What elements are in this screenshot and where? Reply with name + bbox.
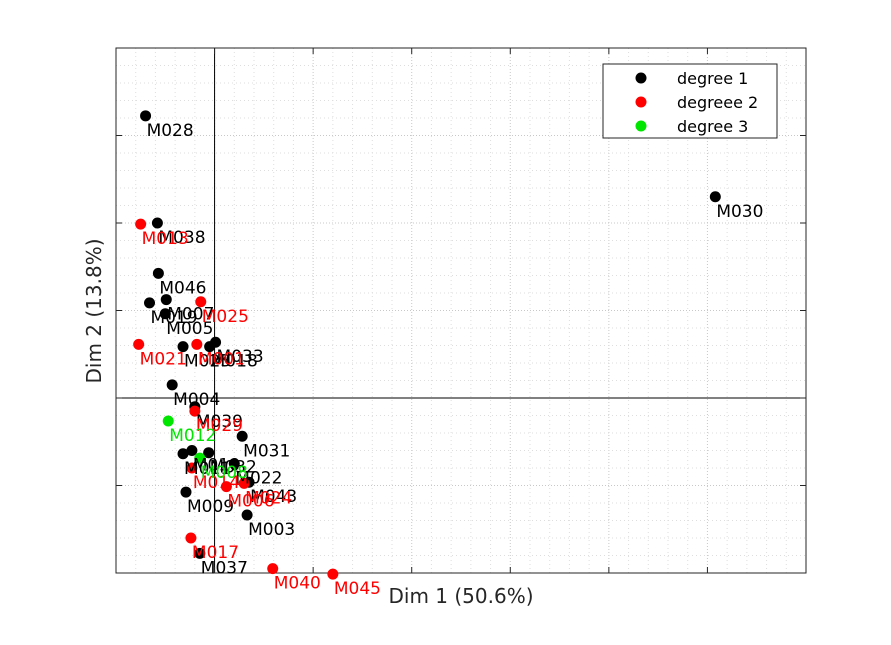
point-m029	[189, 405, 201, 417]
point-label-m001: M001	[198, 349, 245, 369]
legend: degree 1 degreee 2 degree 3	[602, 63, 778, 139]
point-m021	[133, 338, 145, 350]
point-m006	[220, 481, 232, 493]
legend-marker-degree-1	[635, 72, 647, 84]
point-label-m033: M033	[217, 347, 264, 367]
point-m024	[238, 477, 250, 489]
point-label-m040: M040	[274, 574, 321, 594]
point-label-m023: M023	[184, 352, 231, 372]
axis-ticks	[116, 48, 806, 573]
point-label-m007: M007	[167, 305, 214, 325]
legend-label-degree-3: degree 3	[677, 117, 748, 136]
point-m012	[162, 415, 174, 427]
x-axis-title: Dim 1 (50.6%)	[388, 584, 533, 608]
point-m037	[194, 547, 206, 559]
point-m045	[327, 568, 339, 580]
point-label-m024: M024	[245, 488, 292, 508]
point-m031	[236, 430, 248, 442]
point-label-m046: M046	[159, 278, 206, 298]
point-m022	[228, 458, 240, 470]
point-label-m019: M019	[151, 308, 198, 328]
point-label-m006: M006	[227, 492, 274, 512]
point-m014	[186, 462, 198, 474]
point-m005	[159, 308, 171, 320]
point-m008	[194, 452, 206, 464]
point-m013	[135, 218, 147, 230]
point-label-m008: M008	[201, 463, 248, 483]
point-label-m028: M028	[147, 121, 194, 141]
point-m046	[152, 267, 164, 279]
point-label-m009: M009	[187, 497, 234, 517]
point-m023	[177, 341, 189, 353]
point-m030	[709, 191, 721, 203]
point-label-m038: M038	[158, 228, 205, 248]
point-m011	[177, 448, 189, 460]
point-label-m021: M021	[140, 349, 187, 369]
data-points	[133, 110, 721, 580]
point-m025	[195, 296, 207, 308]
point-label-m043: M043	[250, 487, 297, 507]
point-label-m018: M018	[211, 352, 258, 372]
origin-lines	[116, 48, 806, 573]
point-m009	[180, 486, 192, 498]
point-label-m032: M032	[210, 458, 257, 478]
point-m032	[203, 447, 215, 459]
point-label-m012: M012	[169, 426, 216, 446]
legend-label-degree-2: degreee 2	[677, 93, 758, 112]
point-label-m010: M010	[193, 456, 240, 476]
point-m003	[241, 509, 253, 521]
legend-marker-degree-3	[635, 120, 647, 132]
point-m038	[151, 217, 163, 229]
point-label-m011: M011	[184, 459, 231, 479]
point-m001	[191, 338, 203, 350]
point-label-m004: M004	[173, 390, 220, 410]
point-label-m029: M029	[196, 416, 243, 436]
point-label-m005: M005	[166, 319, 213, 339]
point-label-m003: M003	[248, 520, 295, 540]
point-m028	[140, 110, 152, 122]
point-label-m030: M030	[716, 202, 763, 222]
point-label-m025: M025	[202, 307, 249, 327]
legend-marker-degree-2	[635, 96, 647, 108]
point-label-m037: M037	[201, 558, 248, 578]
point-label-m013: M013	[142, 229, 189, 249]
point-m033	[210, 336, 222, 348]
legend-label-degree-1: degree 1	[677, 69, 748, 88]
point-label-m022: M022	[235, 469, 282, 489]
point-label-m014: M014	[193, 473, 240, 493]
point-m019	[144, 297, 156, 309]
point-m010	[186, 445, 198, 456]
point-label-m017: M017	[192, 543, 239, 563]
point-label-m039: M039	[196, 412, 243, 432]
y-axis-title: Dim 2 (13.8%)	[82, 238, 106, 383]
point-label-m031: M031	[243, 441, 290, 461]
legend-box	[602, 63, 778, 139]
point-m017	[185, 532, 197, 544]
point-m040	[267, 563, 279, 575]
point-m004	[166, 379, 178, 391]
point-m007	[160, 294, 172, 306]
point-label-m045: M045	[334, 579, 381, 599]
